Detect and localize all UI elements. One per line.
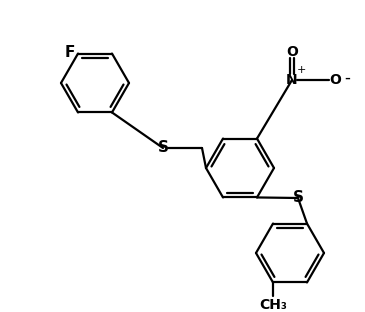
Text: O: O	[329, 73, 341, 87]
Text: CH₃: CH₃	[259, 299, 287, 312]
Text: S: S	[292, 191, 304, 206]
Text: F: F	[65, 45, 75, 60]
Text: -: -	[344, 69, 350, 87]
Text: +: +	[297, 65, 306, 75]
Text: N: N	[286, 73, 298, 87]
Text: O: O	[286, 45, 298, 59]
Text: S: S	[158, 140, 169, 155]
